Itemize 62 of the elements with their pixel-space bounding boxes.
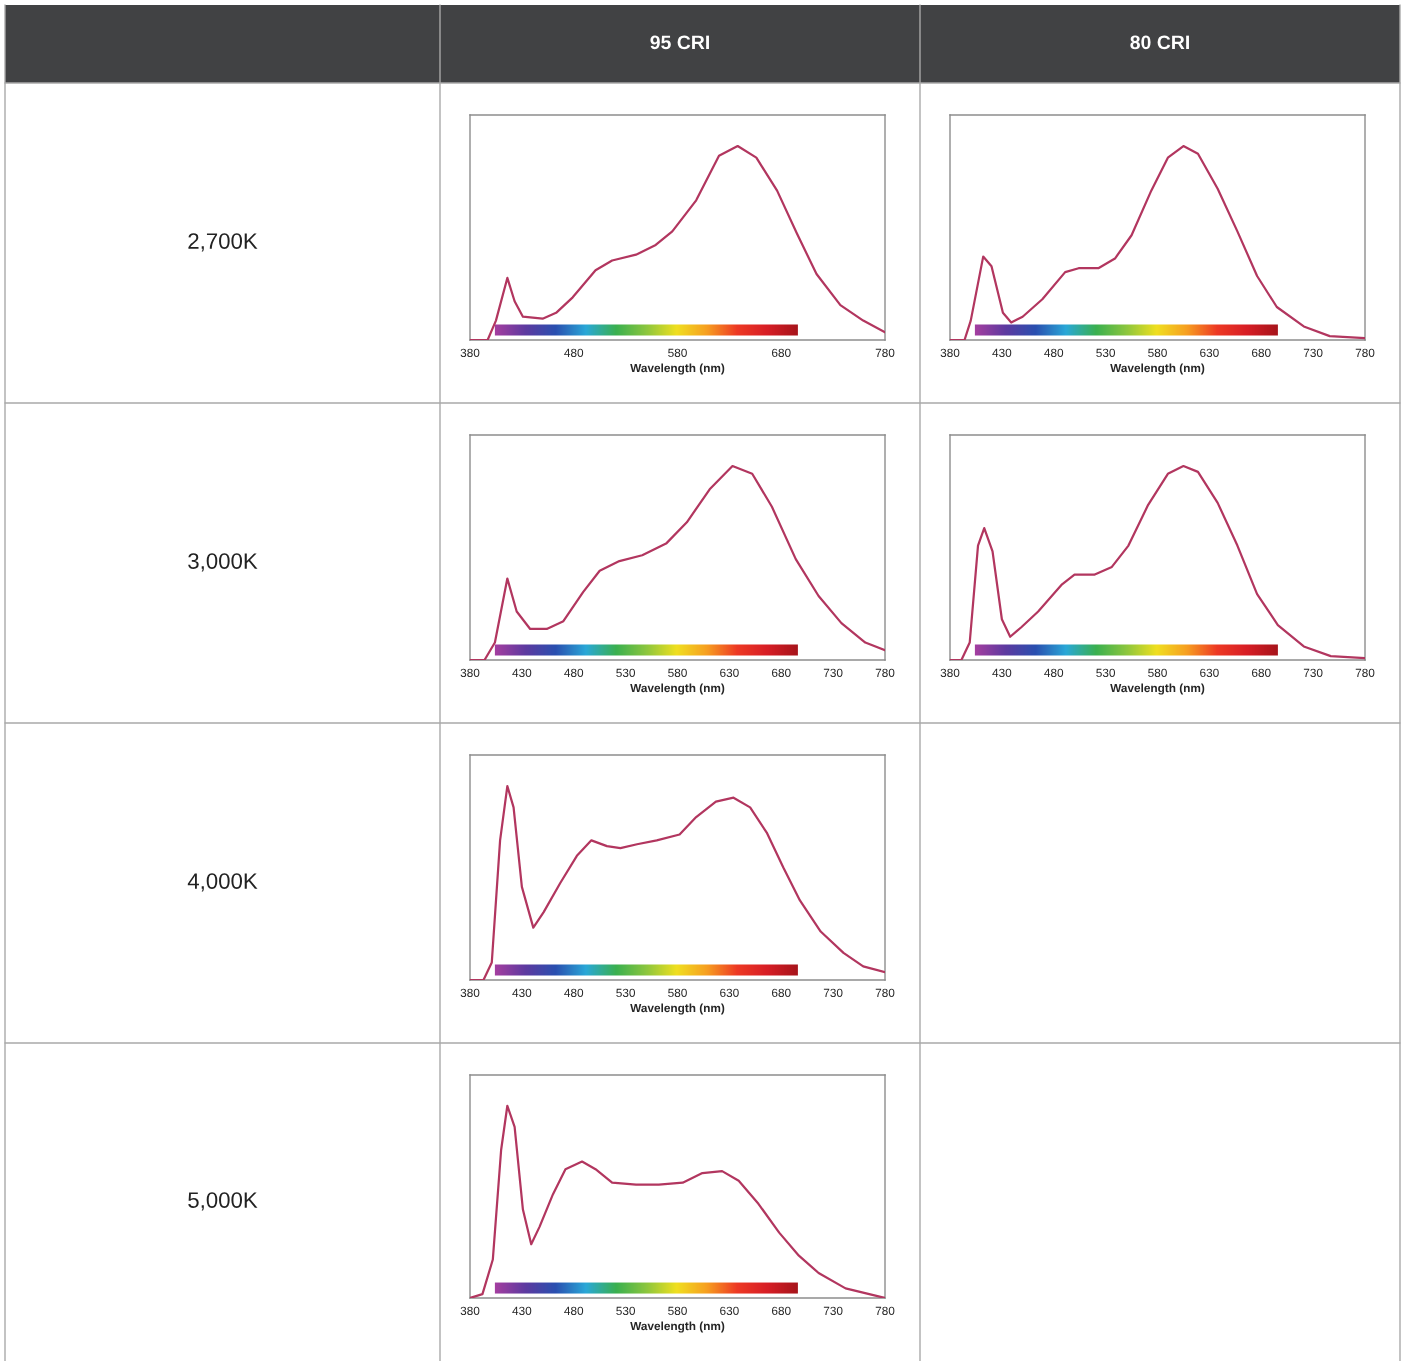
x-axis-title: Wavelength (nm) [630, 1321, 725, 1333]
text: 95 CRI [650, 35, 709, 50]
x-tick-label: 380 [460, 1306, 480, 1315]
x-tick-label: 580 [668, 1306, 687, 1315]
x-tick-label: 380 [460, 348, 480, 357]
x-tick-label: 730 [823, 988, 843, 997]
x-tick-label: 530 [616, 668, 636, 677]
text: 4,000K [187, 873, 258, 892]
x-tick-label: 780 [875, 1306, 895, 1315]
x-tick-label: 580 [1148, 668, 1167, 677]
x-tick-label: 730 [823, 668, 843, 677]
x-tick-label: 730 [1303, 668, 1323, 677]
text: 5,000K [188, 1192, 258, 1211]
x-tick-label: 480 [564, 668, 584, 677]
x-tick-label: 380 [460, 668, 480, 677]
x-tick-label: 430 [992, 668, 1012, 677]
text: 80 CRI [1130, 35, 1189, 50]
text: 3,000K [188, 553, 258, 572]
x-tick-label: 780 [1355, 668, 1375, 677]
x-tick-label: 430 [512, 1306, 532, 1315]
x-tick-label: 630 [720, 668, 739, 677]
x-tick-label: 530 [1096, 668, 1116, 677]
x-tick-label: 580 [1148, 348, 1167, 357]
x-tick-label: 630 [720, 1306, 739, 1315]
x-tick-label: 430 [512, 668, 532, 677]
x-tick-label: 380 [940, 668, 960, 677]
x-tick-label: 630 [720, 988, 739, 997]
x-tick-label: 780 [875, 988, 895, 997]
x-tick-label: 680 [772, 348, 791, 357]
x-tick-label: 480 [564, 988, 584, 997]
x-tick-label: 680 [1252, 668, 1271, 677]
x-tick-label: 380 [460, 988, 480, 997]
x-tick-label: 530 [1096, 348, 1116, 357]
x-tick-label: 780 [875, 348, 895, 357]
x-axis-title: Wavelength (nm) [1110, 363, 1205, 375]
x-axis-title: Wavelength (nm) [630, 363, 725, 375]
x-tick-label: 530 [616, 1306, 636, 1315]
text: 2,700K [188, 233, 258, 252]
x-tick-label: 480 [564, 1306, 584, 1315]
x-tick-label: 480 [1044, 668, 1064, 677]
x-tick-label: 580 [668, 668, 687, 677]
x-tick-label: 580 [668, 988, 687, 997]
x-axis-title: Wavelength (nm) [1110, 683, 1205, 695]
x-axis-title: Wavelength (nm) [630, 683, 725, 695]
x-tick-label: 580 [668, 348, 687, 357]
x-tick-label: 680 [772, 1306, 791, 1315]
x-tick-label: 780 [1355, 348, 1375, 357]
x-tick-label: 430 [512, 988, 532, 997]
x-tick-label: 680 [1252, 348, 1271, 357]
x-tick-label: 730 [1303, 348, 1323, 357]
x-tick-label: 430 [992, 348, 1012, 357]
x-tick-label: 380 [940, 348, 960, 357]
x-tick-label: 680 [772, 988, 791, 997]
x-axis-title: Wavelength (nm) [630, 1003, 725, 1015]
x-tick-label: 530 [616, 988, 636, 997]
x-tick-label: 480 [564, 348, 584, 357]
x-tick-label: 780 [875, 668, 895, 677]
x-tick-label: 480 [1044, 348, 1064, 357]
x-tick-label: 630 [1200, 668, 1219, 677]
x-tick-label: 680 [772, 668, 791, 677]
x-tick-label: 630 [1200, 348, 1219, 357]
x-tick-label: 730 [823, 1306, 843, 1315]
